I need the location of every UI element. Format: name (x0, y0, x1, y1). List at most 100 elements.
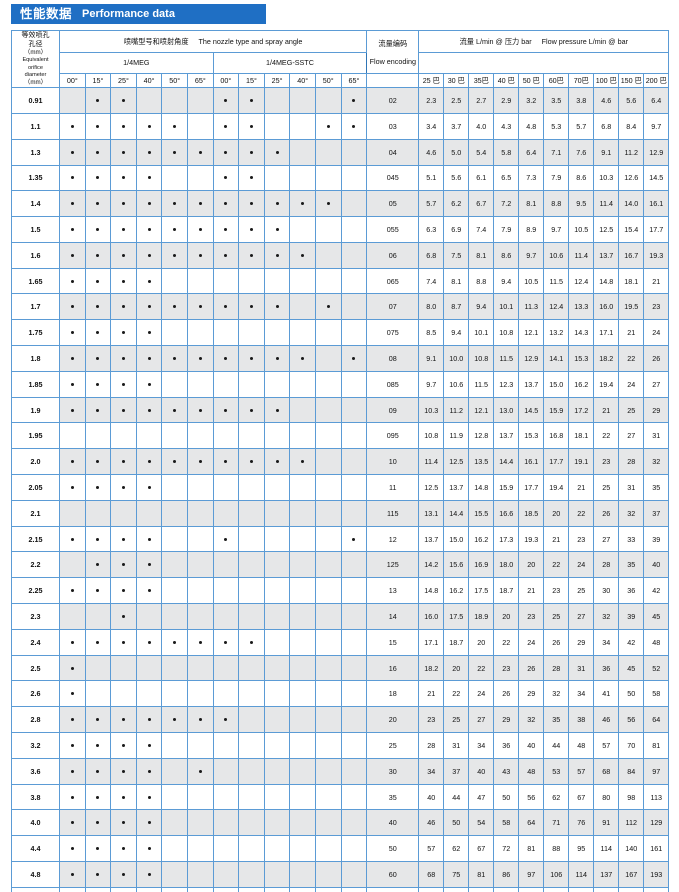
corner-line3: （mm） (24, 49, 47, 57)
cell-flow-value: 15.4 (618, 216, 645, 243)
availability-dot-icon (173, 150, 177, 154)
availability-dot-icon (198, 640, 202, 644)
cell-angle-availability (84, 809, 112, 837)
cell-flow-value: 56 (618, 706, 645, 734)
cell-angle-availability (161, 577, 188, 605)
header-angle-megsstc-40deg: 40° (289, 73, 316, 89)
cell-flow-value: 15.6 (443, 551, 470, 579)
cell-angle-availability (135, 293, 163, 321)
availability-dot-icon (147, 872, 151, 876)
cell-angle-availability (212, 861, 240, 888)
availability-dot-icon (121, 279, 125, 283)
cell-angle-availability (59, 138, 86, 166)
cell-angle-availability (161, 886, 188, 892)
cell-flow-value: 80 (418, 886, 445, 892)
cell-flow-value: 98 (618, 783, 645, 811)
cell-angle-availability (289, 87, 316, 114)
availability-dot-icon (121, 847, 125, 851)
cell-angle-availability (263, 628, 291, 656)
row-label-diameter: 1.3 (11, 138, 60, 166)
availability-dot-icon (173, 356, 177, 360)
cell-flow-encoding: 60 (366, 861, 420, 888)
cell-angle-availability (314, 706, 342, 734)
header-pressure-7: 100 巴 (593, 73, 620, 89)
cell-flow-value: 5.6 (443, 164, 470, 192)
availability-dot-icon (70, 795, 74, 799)
cell-flow-value: 84 (618, 757, 645, 785)
cell-flow-value: 9.7 (643, 112, 670, 140)
cell-angle-availability (135, 809, 163, 837)
cell-flow-value: 19.1 (568, 448, 595, 476)
cell-angle-availability (110, 732, 137, 759)
cell-angle-availability (340, 886, 368, 892)
availability-dot-icon (70, 589, 74, 593)
cell-flow-value: 25 (593, 474, 620, 501)
cell-flow-value: 8.8 (468, 267, 495, 295)
cell-angle-availability (340, 474, 368, 501)
cell-flow-encoding: 03 (366, 112, 420, 140)
cell-angle-availability (238, 241, 265, 269)
row-label-diameter: 4.8 (11, 861, 60, 888)
cell-angle-availability (340, 783, 368, 811)
cell-flow-value: 23 (493, 654, 520, 682)
cell-angle-availability (135, 112, 163, 140)
availability-dot-icon (224, 537, 228, 541)
cell-angle-availability (59, 87, 86, 114)
cell-angle-availability (263, 886, 291, 892)
cell-angle-availability (110, 112, 137, 140)
cell-angle-availability (340, 293, 368, 321)
cell-angle-availability (238, 757, 265, 785)
cell-flow-value: 3.2 (518, 87, 545, 114)
cell-angle-availability (263, 190, 291, 218)
header-subgroup-meg-sstc: 1/4MEG-SSTC (212, 51, 368, 75)
cell-flow-value: 8.9 (518, 216, 545, 243)
availability-dot-icon (70, 227, 74, 231)
cell-flow-value: 6.4 (643, 87, 670, 114)
cell-flow-value: 15.0 (543, 370, 570, 398)
cell-flow-value: 18.2 (418, 654, 445, 682)
cell-angle-availability (238, 164, 265, 192)
cell-angle-availability (186, 577, 214, 605)
cell-angle-availability (314, 241, 342, 269)
cell-flow-value: 6.1 (468, 164, 495, 192)
cell-angle-availability (314, 345, 342, 372)
cell-angle-availability (135, 448, 163, 476)
cell-angle-availability (59, 603, 86, 630)
corner-line2: 孔径 (28, 41, 43, 49)
availability-dot-icon (224, 176, 228, 180)
cell-flow-value: 10.6 (443, 370, 470, 398)
cell-angle-availability (135, 577, 163, 605)
cell-flow-value: 12.5 (443, 448, 470, 476)
cell-angle-availability (263, 422, 291, 450)
cell-angle-availability (263, 396, 291, 424)
cell-angle-availability (186, 706, 214, 734)
availability-dot-icon (147, 331, 151, 335)
cell-flow-value: 97 (643, 757, 670, 785)
cell-angle-availability (84, 345, 112, 372)
cell-flow-value: 22 (568, 499, 595, 527)
cell-flow-value: 32 (593, 603, 620, 630)
cell-flow-value: 20 (518, 551, 545, 579)
cell-flow-encoding: 065 (366, 267, 420, 295)
cell-flow-value: 6.8 (593, 112, 620, 140)
cell-angle-availability (263, 241, 291, 269)
cell-angle-availability (212, 112, 240, 140)
cell-flow-value: 16.2 (443, 577, 470, 605)
cell-angle-availability (212, 603, 240, 630)
cell-flow-value: 27 (468, 706, 495, 734)
availability-dot-icon (224, 227, 228, 231)
cell-flow-value: 97 (518, 861, 545, 888)
cell-angle-availability (186, 319, 214, 347)
cell-flow-value: 23 (518, 603, 545, 630)
cell-angle-availability (289, 835, 316, 863)
availability-dot-icon (70, 666, 74, 670)
table-row: 1.8 08 9.1 10.0 10.8 11.5 12.9 14.1 15.3 18.2 22 26 (11, 345, 670, 372)
cell-flow-value: 35 (643, 474, 670, 501)
cell-flow-value: 8.7 (443, 293, 470, 321)
cell-flow-value: 6.9 (443, 216, 470, 243)
cell-angle-availability (238, 603, 265, 630)
cell-angle-availability (340, 680, 368, 708)
cell-flow-encoding: 075 (366, 319, 420, 347)
cell-angle-availability (314, 396, 342, 424)
availability-dot-icon (249, 124, 253, 128)
